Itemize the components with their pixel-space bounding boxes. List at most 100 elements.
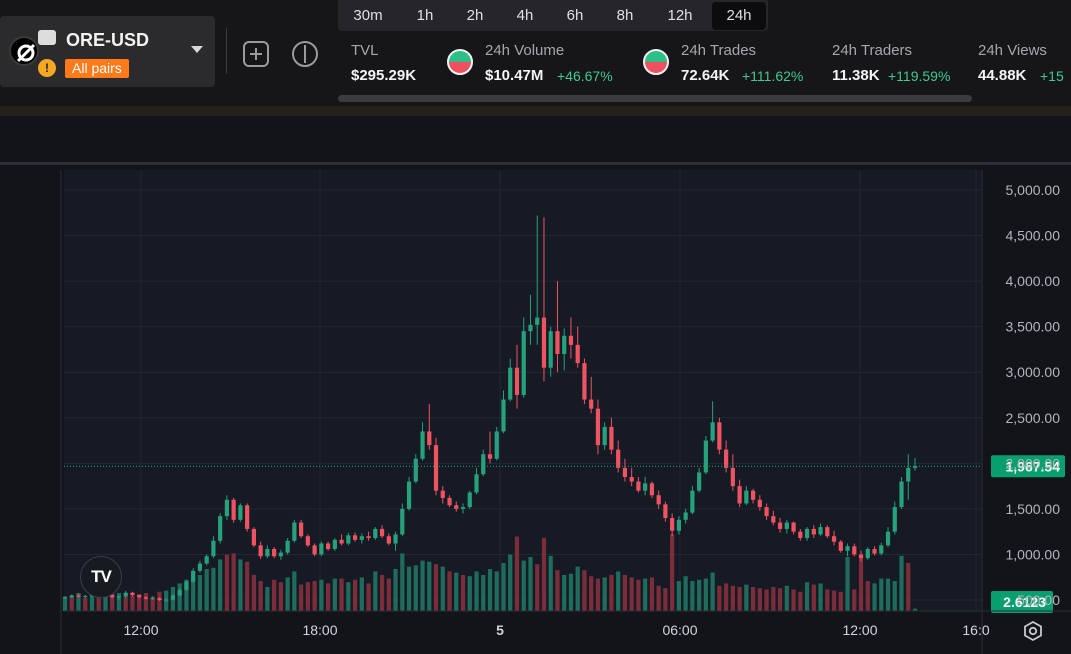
- toolbar-divider: [226, 28, 227, 74]
- candle-body: [143, 597, 149, 599]
- volume-bar: [535, 564, 540, 611]
- candle-body: [325, 543, 331, 549]
- volume-bar: [670, 534, 675, 611]
- candle-body: [514, 367, 520, 395]
- volume-pie-icon[interactable]: [447, 49, 473, 75]
- volume-bar: [595, 578, 601, 611]
- candle-body: [811, 528, 816, 535]
- views-change: +15: [1040, 68, 1064, 84]
- candle-body: [818, 527, 823, 535]
- candle-body: [616, 449, 621, 468]
- candle-body: [771, 516, 776, 523]
- header-divider: [0, 106, 1071, 116]
- trades-pie-icon[interactable]: [643, 49, 669, 75]
- current-volume-badge: [991, 591, 1053, 613]
- volume-change: +46.67%: [557, 68, 613, 84]
- volume-bar: [697, 579, 702, 611]
- volume-bar: [231, 553, 236, 611]
- volume-bar: [521, 560, 526, 611]
- candle-body: [831, 536, 837, 542]
- tab-8h[interactable]: 8h: [616, 7, 634, 24]
- candle-body: [865, 548, 870, 559]
- tab-30m[interactable]: 30m: [353, 7, 383, 24]
- tab-1h[interactable]: 1h: [416, 7, 434, 24]
- candle-body: [454, 505, 459, 509]
- price-tick-label: 3,500.00: [1006, 319, 1061, 335]
- all-pairs-badge[interactable]: All pairs: [65, 59, 129, 78]
- volume-bar: [872, 583, 877, 611]
- candle-body: [177, 589, 182, 596]
- tab-24h[interactable]: 24h: [712, 2, 766, 30]
- candle-body: [474, 474, 479, 493]
- candle-body: [548, 331, 553, 368]
- volume-bar: [737, 587, 742, 611]
- volume-bar: [906, 563, 911, 611]
- split-view-icon[interactable]: [292, 41, 318, 67]
- volume-bar: [825, 589, 830, 611]
- stats-scrollbar[interactable]: [338, 95, 972, 102]
- pair-name[interactable]: ORE-USD: [66, 30, 150, 50]
- volume-bar: [555, 570, 560, 611]
- volume-bar: [447, 571, 452, 611]
- volume-bar: [224, 554, 230, 611]
- candle-body: [278, 552, 283, 557]
- candle-body: [218, 516, 223, 541]
- timeframe-tabs: 30m 1h 2h 4h 6h 8h 12h 24h: [338, 0, 768, 31]
- volume-bar: [750, 587, 756, 611]
- volume-bar: [622, 575, 628, 611]
- volume-bar: [427, 561, 432, 611]
- candle-body: [602, 426, 607, 446]
- candle-body: [157, 598, 162, 600]
- candle-body: [251, 528, 256, 546]
- candle-body: [346, 535, 351, 544]
- volume-bar: [285, 577, 290, 611]
- add-icon[interactable]: [243, 41, 269, 67]
- candle-body: [393, 534, 398, 544]
- volume-bar: [103, 590, 108, 611]
- candle-body: [656, 495, 661, 505]
- candle-body: [535, 317, 540, 325]
- volume-bar: [683, 576, 688, 611]
- candle-body: [379, 528, 385, 537]
- candle-body: [352, 535, 358, 540]
- volume-bar: [278, 582, 283, 611]
- price-tick-label: 500.00: [1017, 592, 1060, 608]
- drawing-toolbar: [0, 169, 61, 654]
- trades-label: 24h Trades: [681, 42, 757, 59]
- candle-body: [197, 563, 203, 571]
- candle-body: [892, 507, 897, 532]
- volume-bar: [703, 578, 708, 611]
- settings-icon[interactable]: [1022, 620, 1044, 642]
- tab-6h[interactable]: 6h: [566, 7, 584, 24]
- candle-body: [164, 599, 169, 601]
- candle-body: [777, 522, 783, 529]
- candle-body: [116, 596, 122, 598]
- warning-icon: !: [38, 59, 56, 77]
- volume-bar: [116, 593, 122, 611]
- price-tick-label: 2,000.00: [1006, 455, 1061, 471]
- tradingview-logo-icon[interactable]: TV: [80, 556, 122, 598]
- candle-body: [690, 490, 695, 513]
- tab-12h[interactable]: 12h: [667, 7, 693, 24]
- volume-bar: [744, 584, 749, 611]
- price-tick-label: 1,000.00: [1006, 546, 1061, 562]
- volume-bar: [589, 576, 594, 611]
- price-tick-label: 3,000.00: [1006, 364, 1061, 380]
- volume-bar: [885, 578, 891, 611]
- volume-bar: [548, 555, 553, 611]
- candle-body: [62, 597, 68, 599]
- time-tick-label: 18:00: [302, 622, 337, 638]
- candle-body: [541, 317, 547, 368]
- volume-bar: [494, 571, 499, 611]
- volume-bar: [892, 581, 897, 611]
- tab-2h[interactable]: 2h: [466, 7, 484, 24]
- chevron-down-icon[interactable]: [191, 46, 203, 53]
- views-label: 24h Views: [978, 42, 1047, 59]
- tab-4h[interactable]: 4h: [516, 7, 534, 24]
- candle-body: [231, 499, 236, 520]
- volume-label: 24h Volume: [485, 42, 565, 59]
- volume-bar: [238, 559, 243, 611]
- volume-bar: [757, 588, 762, 611]
- candle-body: [467, 492, 472, 508]
